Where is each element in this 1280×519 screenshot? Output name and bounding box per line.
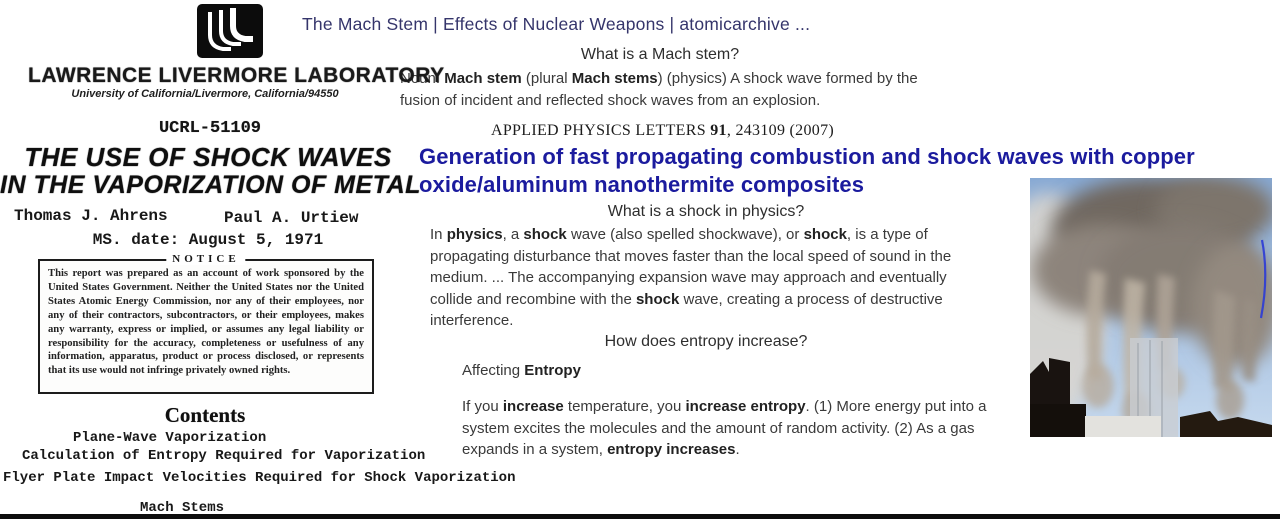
question-shock: What is a shock in physics? xyxy=(607,203,805,220)
mach-stem-definition: Noun. Mach stem (plural Mach stems) (phy… xyxy=(400,70,918,109)
explosion-dust-cloud-photo xyxy=(990,176,1280,437)
ms-date: MS. date: August 5, 1971 xyxy=(92,231,324,249)
contents-item: Calculation of Entropy Required for Vapo… xyxy=(22,448,426,464)
lll-logo-icon xyxy=(197,4,263,58)
question-mach-stem: What is a Mach stem? xyxy=(580,46,740,63)
journal-citation: APPLIED PHYSICS LETTERS 91, 243109 (2007… xyxy=(491,122,834,139)
report-number: UCRL-51109 xyxy=(158,119,262,138)
notice-text: This report was prepared as an account o… xyxy=(48,268,364,377)
org-name: LAWRENCE LIVERMORE LABORATORY xyxy=(28,64,445,87)
paper-title[interactable]: Generation of fast propagating combustio… xyxy=(419,144,1195,197)
contents-heading: Contents xyxy=(164,403,246,427)
shock-answer: In physics, a shock wave (also spelled s… xyxy=(430,226,952,329)
org-subtitle: University of California/Livermore, Cali… xyxy=(71,88,339,100)
entropy-answer: If you increase temperature, you increas… xyxy=(462,398,987,458)
doc-title-line2: IN THE VAPORIZATION OF METAL xyxy=(0,171,421,199)
notice-label: NOTICE xyxy=(166,253,246,265)
contents-item: Mach Stems xyxy=(140,500,225,516)
contents-item: Flyer Plate Impact Velocities Required f… xyxy=(3,470,516,486)
search-result-title[interactable]: The Mach Stem | Effects of Nuclear Weapo… xyxy=(302,14,811,34)
contents-item: Plane-Wave Vaporization xyxy=(73,430,267,446)
doc-title-line1: THE USE OF SHOCK WAVES xyxy=(24,142,392,172)
question-entropy: How does entropy increase? xyxy=(604,333,808,350)
notice-box: NOTICE This report was prepared as an ac… xyxy=(38,253,374,394)
author-2: Paul A. Urtiew xyxy=(224,209,359,227)
entropy-heading: Affecting Entropy xyxy=(462,362,581,379)
author-1: Thomas J. Ahrens xyxy=(14,207,168,225)
bottom-divider xyxy=(0,514,1280,519)
